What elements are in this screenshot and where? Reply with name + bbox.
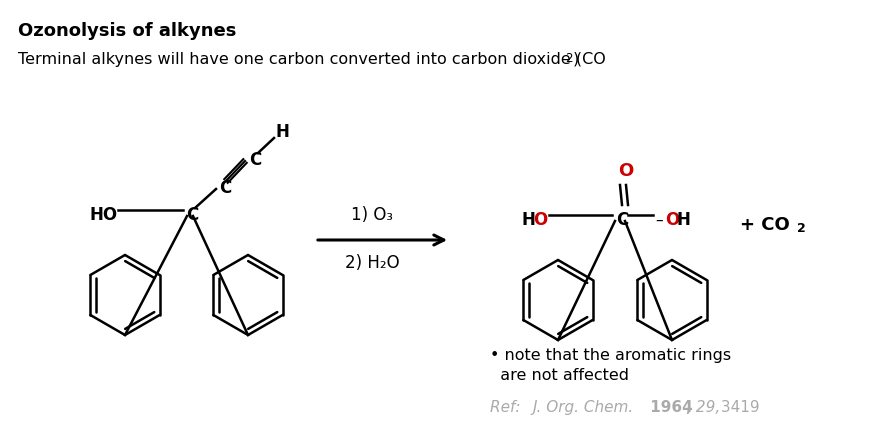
- Text: + CO: + CO: [740, 216, 789, 234]
- Text: C: C: [186, 206, 198, 224]
- Text: 1) O₃: 1) O₃: [352, 206, 393, 224]
- Text: O: O: [665, 211, 679, 229]
- Text: O: O: [618, 162, 633, 180]
- Text: Terminal alkynes will have one carbon converted into carbon dioxide (CO: Terminal alkynes will have one carbon co…: [18, 52, 606, 67]
- Text: 2: 2: [565, 52, 572, 65]
- Text: Ozonolysis of alkynes: Ozonolysis of alkynes: [18, 22, 236, 40]
- Text: J. Org. Chem.: J. Org. Chem.: [533, 400, 634, 415]
- Text: are not affected: are not affected: [490, 368, 629, 383]
- Text: H: H: [276, 123, 290, 141]
- Text: H: H: [522, 211, 536, 229]
- Text: ,: ,: [685, 400, 691, 415]
- Text: Ref:: Ref:: [490, 400, 530, 415]
- Text: 2) H₂O: 2) H₂O: [345, 254, 400, 272]
- Text: 29,: 29,: [691, 400, 721, 415]
- Text: –: –: [655, 213, 662, 227]
- Text: HO: HO: [90, 206, 118, 224]
- Text: C: C: [219, 179, 231, 197]
- Text: C: C: [616, 211, 628, 229]
- Text: ): ): [573, 52, 579, 67]
- Text: C: C: [249, 151, 261, 169]
- Text: 3419: 3419: [716, 400, 759, 415]
- Text: 2: 2: [797, 222, 806, 236]
- Text: 1964: 1964: [645, 400, 692, 415]
- Text: O: O: [533, 211, 547, 229]
- Text: • note that the aromatic rings: • note that the aromatic rings: [490, 348, 731, 363]
- Text: H: H: [677, 211, 691, 229]
